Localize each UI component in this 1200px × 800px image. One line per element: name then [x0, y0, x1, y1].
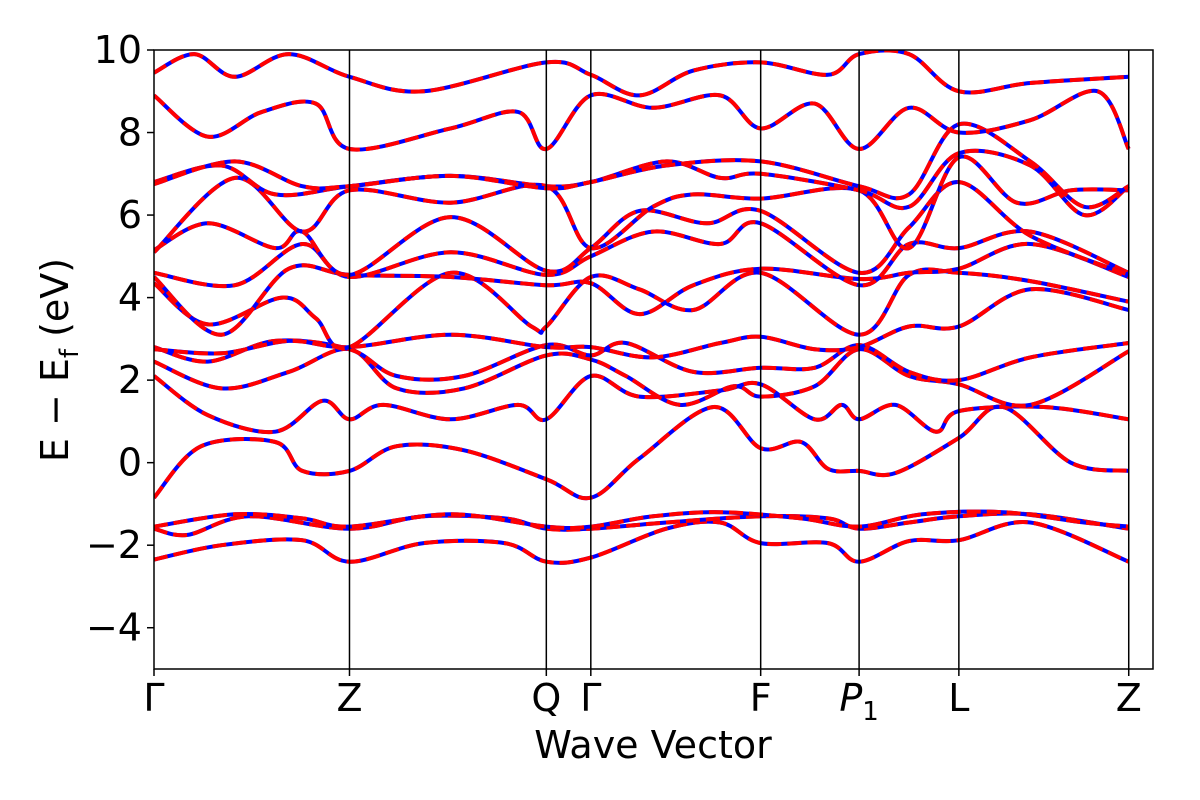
x-tick-label: Γ [143, 676, 164, 720]
y-tick-label: 4 [118, 276, 142, 320]
band-5-red [154, 373, 1129, 435]
x-axis-label: Wave Vector [534, 723, 772, 767]
band-6-red [154, 347, 1130, 408]
band-13-red [154, 154, 1129, 254]
x-tick-label: F [750, 676, 772, 720]
band-15-red [154, 121, 1130, 210]
y-axis-label: E − Ef (eV) [33, 258, 85, 462]
band-14-blue [154, 148, 1130, 218]
kpoint-lines [348, 50, 1130, 669]
y-axis-label-main: E − E [33, 358, 77, 462]
band-14-red [154, 148, 1130, 218]
band-4-blue [154, 404, 1129, 501]
band-9-blue [154, 267, 1130, 351]
y-tick-label: 2 [118, 358, 142, 402]
band-4-red [154, 404, 1129, 501]
x-axis-ticks: Γ Z Q Γ F P1 L Z [143, 669, 1142, 727]
band-16-blue [154, 88, 1131, 152]
y-axis-label-sub: f [55, 348, 85, 358]
band-17-red [154, 50, 1129, 98]
y-axis-ticks: −4 −2 0 2 4 6 8 10 [86, 28, 154, 650]
x-tick-label: Z [336, 676, 362, 720]
x-tick-label: P1 [839, 676, 878, 727]
band-11-red [154, 220, 1130, 289]
x-tick-label-main: P [839, 676, 862, 720]
y-tick-label: 10 [94, 28, 142, 72]
y-tick-label: −4 [86, 606, 142, 650]
bands-layer [154, 50, 1131, 565]
band-1-blue [154, 519, 1130, 565]
x-tick-label: Q [531, 676, 561, 720]
x-tick-label: Γ [580, 676, 601, 720]
x-tick-label: Z [1116, 676, 1142, 720]
band-3-red [154, 509, 1129, 531]
band-9-red [154, 267, 1130, 351]
y-tick-label: 6 [118, 193, 142, 237]
band-10-red [154, 241, 1130, 337]
band-1-red [154, 519, 1130, 565]
y-tick-label: 8 [118, 111, 142, 155]
y-tick-label: −2 [86, 523, 142, 567]
band-2-red [154, 511, 1129, 538]
x-tick-label-sub: 1 [862, 697, 879, 727]
y-tick-label: 0 [118, 441, 142, 485]
plot-frame [153, 49, 1154, 670]
band-8-red [154, 287, 1130, 360]
band-16-red [154, 88, 1131, 152]
y-axis-label-unit: (eV) [33, 258, 77, 337]
x-tick-label: L [948, 676, 969, 720]
